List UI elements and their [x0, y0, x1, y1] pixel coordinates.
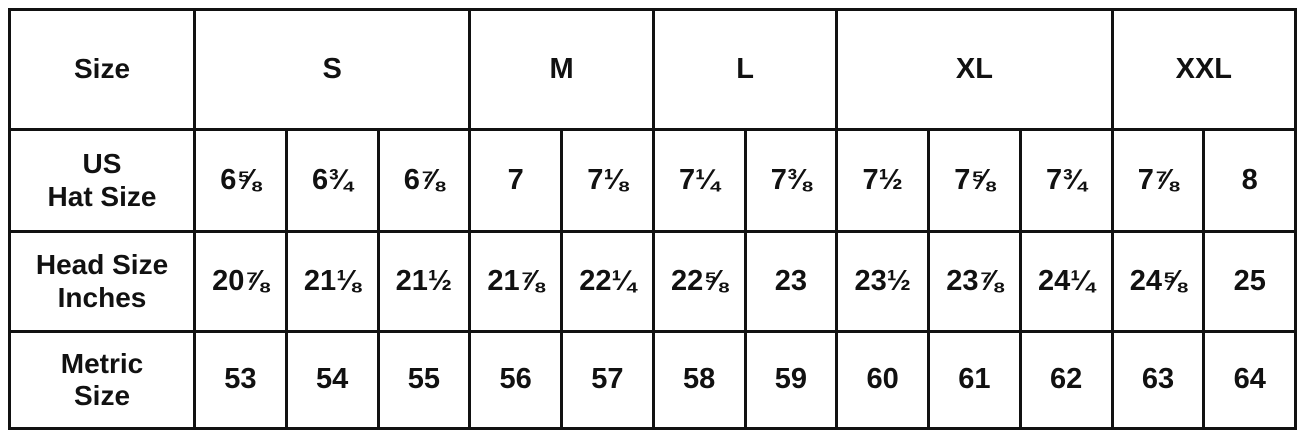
table-cell: 24¼: [1018, 230, 1114, 333]
size-group-xl: XL: [835, 8, 1114, 131]
row-label: Head Size Inches: [8, 230, 196, 333]
table-cell: 61: [927, 330, 1022, 430]
table-cell: 7⅝: [927, 128, 1022, 233]
table-cell: 54: [284, 330, 380, 430]
size-group-s: S: [192, 8, 472, 131]
table-cell: 7⅞: [1110, 128, 1206, 233]
row-label-line: Inches: [57, 281, 147, 313]
table-cell: 7⅛: [560, 128, 655, 233]
table-cell: 7: [468, 128, 564, 233]
row-label: Metric Size: [8, 330, 196, 430]
table-cell: 23: [743, 230, 839, 333]
table-cell: 21⅛: [284, 230, 380, 333]
table-cell: 6⅞: [376, 128, 472, 233]
table-cell: 23⅞: [927, 230, 1022, 333]
table-cell: 53: [193, 330, 288, 430]
table-cell: 7¾: [1018, 128, 1114, 233]
table-cell: 59: [743, 330, 839, 430]
row-label: US Hat Size: [8, 128, 196, 233]
table-cell: 63: [1110, 330, 1206, 430]
hat-size-chart: Size S M L XL XXL US Hat Size 6⅝ 6¾ 6⅞ 7 7⅛ 7¼ 7…: [8, 8, 1298, 430]
table-cell: 21⅞: [468, 230, 564, 333]
table-cell: 58: [651, 330, 747, 430]
table-row: Metric Size 53 54 55 56 57 58 59 60 61 62 63 64: [8, 330, 1298, 430]
table-cell: 7½: [835, 128, 931, 233]
table-cell: 22⅝: [651, 230, 747, 333]
size-group-xxl: XXL: [1110, 8, 1298, 131]
table-cell: 25: [1202, 230, 1298, 333]
table-cell: 7¼: [651, 128, 747, 233]
table-cell: 21½: [376, 230, 472, 333]
table-cell: 7⅜: [743, 128, 839, 233]
row-label-line: Hat Size: [47, 180, 157, 212]
table-cell: 64: [1202, 330, 1298, 430]
table-cell: 20⅞: [193, 230, 288, 333]
row-label-line: Head Size: [35, 249, 169, 281]
table-cell: 62: [1018, 330, 1114, 430]
row-label-line: Metric: [60, 347, 144, 379]
header-label: Size: [8, 8, 196, 131]
table-cell: 56: [468, 330, 564, 430]
table-cell: 24⅝: [1110, 230, 1206, 333]
size-group-l: L: [651, 8, 839, 131]
table-cell: 60: [835, 330, 931, 430]
size-group-m: M: [468, 8, 655, 131]
table-cell: 6¾: [284, 128, 380, 233]
table-cell: 55: [376, 330, 472, 430]
table-cell: 23½: [835, 230, 931, 333]
table-row: US Hat Size 6⅝ 6¾ 6⅞ 7 7⅛ 7¼ 7⅜ 7½ 7⅝ 7¾ 7⅞ 8: [8, 128, 1298, 233]
row-label-line: US: [82, 148, 122, 180]
header-row: Size S M L XL XXL: [8, 8, 1298, 131]
table-cell: 22¼: [560, 230, 655, 333]
table-cell: 57: [560, 330, 655, 430]
table-row: Head Size Inches 20⅞ 21⅛ 21½ 21⅞ 22¼ 22⅝ 23 23½ 23…: [8, 230, 1298, 333]
table-cell: 6⅝: [193, 128, 288, 233]
row-label-line: Size: [73, 380, 131, 411]
table-cell: 8: [1202, 128, 1298, 233]
